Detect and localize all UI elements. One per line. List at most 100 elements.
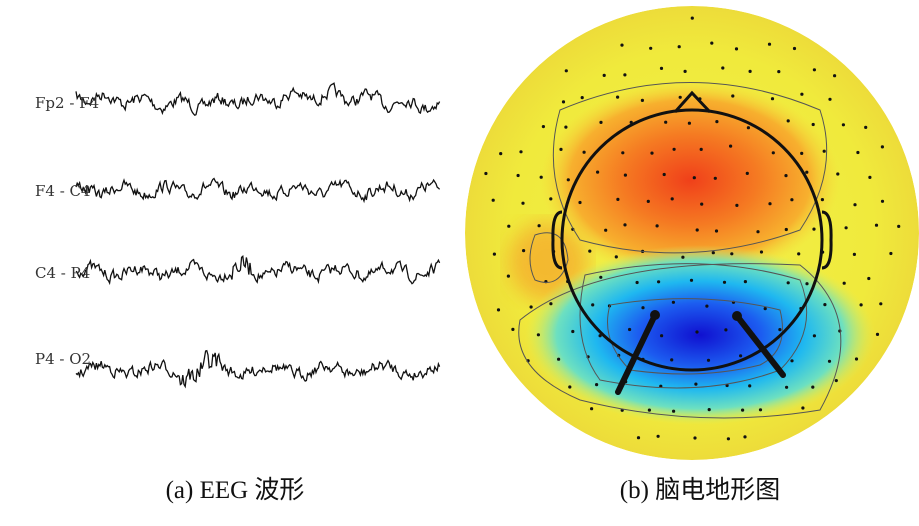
caption: (a) EEG 波形 xyxy=(166,476,305,504)
sensor-dot xyxy=(599,120,603,124)
sensor-dot xyxy=(521,201,525,205)
sensor-dot xyxy=(614,255,618,259)
sensor-dot xyxy=(739,354,743,358)
sensor-dot xyxy=(700,202,704,206)
sensor-dot xyxy=(721,66,725,70)
sensor-dot xyxy=(693,436,697,440)
sensor-dot xyxy=(549,302,553,306)
sensor-dot xyxy=(519,150,523,154)
sensor-dot xyxy=(561,100,566,104)
sensor-dot xyxy=(875,332,880,336)
sensor-dot xyxy=(671,300,676,304)
sensor-dot xyxy=(786,119,790,123)
sensor-dot xyxy=(659,66,664,70)
sensor-dot xyxy=(484,171,488,176)
sensor-dot xyxy=(784,227,788,232)
channel-label: P4 - O2 xyxy=(35,350,91,368)
sensor-dot xyxy=(711,251,715,255)
sensor-dot xyxy=(541,125,546,129)
sensor-dot xyxy=(707,408,711,412)
sensor-dot xyxy=(758,408,763,412)
sensor-dot xyxy=(812,68,817,72)
sensor-dot xyxy=(621,151,625,155)
sensor-dot xyxy=(511,327,515,331)
sensor-dot xyxy=(647,408,652,412)
sensor-dot xyxy=(566,178,570,182)
sensor-dot xyxy=(800,92,804,96)
sensor-dot xyxy=(623,173,628,177)
sensor-dot xyxy=(578,200,582,205)
sensor-dot xyxy=(522,249,526,253)
topographic-map xyxy=(465,6,919,460)
sensor-dot xyxy=(656,434,660,438)
sensor-dot xyxy=(580,96,584,100)
sensor-dot xyxy=(879,302,883,306)
sensor-dot xyxy=(670,358,674,362)
sensor-dot xyxy=(748,69,752,73)
sensor-dot xyxy=(874,223,879,227)
sensor-dot xyxy=(746,126,751,130)
electrode xyxy=(650,310,660,320)
sensor-dot xyxy=(715,120,719,124)
sensor-dot xyxy=(623,223,627,227)
sensor-dot xyxy=(694,382,698,386)
sensor-dot xyxy=(897,224,901,228)
sensor-dot xyxy=(678,95,682,99)
sensor-dot xyxy=(797,252,801,256)
sensor-dot xyxy=(599,275,603,279)
sensor-dot xyxy=(867,276,871,281)
sensor-dot xyxy=(710,41,714,45)
sensor-dot xyxy=(598,334,602,338)
sensor-dot xyxy=(859,303,863,307)
sensor-dot xyxy=(705,304,709,308)
sensor-dot xyxy=(841,123,846,127)
sensor-dot xyxy=(689,278,694,282)
sensor-dot xyxy=(664,120,668,124)
sensor-dot xyxy=(812,227,816,231)
electrode-markers xyxy=(615,312,786,395)
sensor-dot xyxy=(536,333,541,337)
sensor-dot xyxy=(812,334,817,338)
sensor-dot xyxy=(770,97,775,101)
channel-label: Fp2 - F4 xyxy=(35,94,99,112)
sensor-dot xyxy=(786,281,790,285)
sensor-dot xyxy=(768,202,772,206)
waveform xyxy=(75,82,441,116)
sensor-dot xyxy=(771,151,775,155)
sensor-dot xyxy=(714,229,719,233)
caption: (b) 脑电地形图 xyxy=(620,476,780,504)
sensor-dot xyxy=(659,384,663,388)
sensor-dot xyxy=(844,226,848,230)
sensor-dot xyxy=(785,385,789,389)
sensor-dot xyxy=(856,150,860,155)
sensor-dot xyxy=(677,45,681,49)
sensor-dot xyxy=(616,95,620,99)
sensor-dot xyxy=(756,230,760,234)
sensor-dot xyxy=(828,97,832,101)
sensor-dot xyxy=(655,224,659,228)
sensor-dot xyxy=(568,385,572,389)
sensor-dot xyxy=(695,330,699,334)
sensor-dot xyxy=(731,94,735,98)
sensor-dot xyxy=(496,308,501,312)
sensor-dot xyxy=(559,147,563,151)
sensor-dot xyxy=(650,151,654,155)
sensor-dot xyxy=(564,69,568,73)
sensor-dot xyxy=(687,121,692,125)
sensor-dot xyxy=(683,69,687,73)
sensor-dot xyxy=(672,147,676,151)
sensor-dot xyxy=(564,125,568,129)
sensor-dot xyxy=(836,172,840,176)
sensor-dot xyxy=(763,307,767,311)
sensor-dot xyxy=(537,224,541,228)
sensor-dot xyxy=(662,172,666,177)
sensor-dot xyxy=(822,149,826,153)
sensor-dot xyxy=(636,436,641,440)
sensor-dot xyxy=(529,305,533,309)
sensor-dot xyxy=(616,197,620,201)
sensor-dot xyxy=(640,98,645,102)
sensor-dot xyxy=(864,125,868,129)
sensor-dot xyxy=(726,437,731,441)
